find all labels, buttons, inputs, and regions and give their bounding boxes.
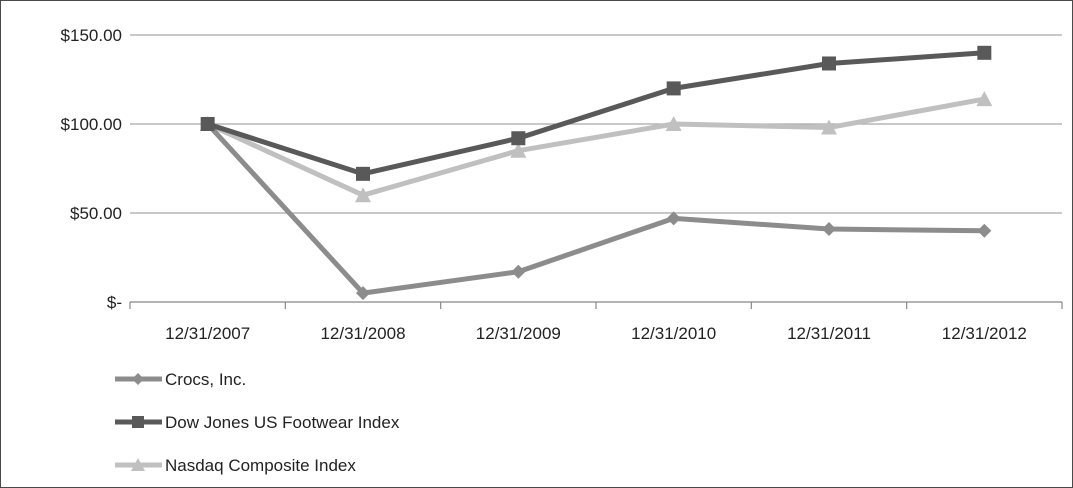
legend-label: Dow Jones US Footwear Index xyxy=(165,413,400,432)
x-tick-label: 12/31/2010 xyxy=(631,324,716,343)
legend-label: Crocs, Inc. xyxy=(165,370,246,389)
data-point-square xyxy=(822,56,836,71)
data-point-triangle xyxy=(976,91,993,107)
x-axis: 12/31/2007 12/31/2008 12/31/2009 12/31/2010… xyxy=(129,302,1063,343)
x-tick-label: 12/31/2009 xyxy=(476,324,561,343)
x-tick-label: 12/31/2011 xyxy=(787,324,871,343)
data-point-diamond xyxy=(977,223,992,238)
y-tick-label: $150.00 xyxy=(61,26,122,45)
y-axis: $- $50.00 $100.00 $150.00 xyxy=(61,26,122,312)
legend-item: Nasdaq Composite Index xyxy=(115,456,356,475)
y-tick-label: $- xyxy=(107,293,122,312)
data-point-diamond xyxy=(356,286,370,301)
legend-item: Dow Jones US Footwear Index xyxy=(115,413,400,432)
series-line xyxy=(205,122,985,296)
data-point-triangle xyxy=(355,187,371,203)
series-group xyxy=(199,45,993,301)
data-point-square xyxy=(511,131,526,146)
legend-item: Crocs, Inc. xyxy=(115,370,246,389)
data-point-triangle xyxy=(821,119,837,135)
data-point-triangle xyxy=(665,116,682,131)
series-line xyxy=(206,50,985,177)
data-point-square xyxy=(666,81,681,96)
series-line xyxy=(206,96,985,198)
x-tick-label: 12/31/2007 xyxy=(165,324,250,343)
data-point-square xyxy=(200,117,215,131)
y-tick-label: $50.00 xyxy=(70,204,122,223)
data-point-square xyxy=(356,166,370,181)
series-1 xyxy=(200,45,992,181)
data-point-triangle xyxy=(510,142,527,158)
x-tick-label: 12/31/2008 xyxy=(320,324,405,343)
data-point-diamond xyxy=(132,373,144,385)
legend: Crocs, Inc. Dow Jones US Footwear Index Na… xyxy=(115,370,400,475)
y-tick-label: $100.00 xyxy=(61,115,122,134)
x-tick-label: 12/31/2012 xyxy=(942,324,1027,343)
gridlines xyxy=(130,34,1062,303)
legend-label: Nasdaq Composite Index xyxy=(165,456,356,475)
data-point-square xyxy=(977,45,992,60)
series-2 xyxy=(199,91,993,203)
data-point-diamond xyxy=(666,211,681,226)
data-point-diamond xyxy=(822,222,836,237)
series-0 xyxy=(200,117,992,301)
data-point-square xyxy=(132,416,144,428)
data-point-triangle xyxy=(131,458,145,471)
data-point-diamond xyxy=(511,264,526,279)
